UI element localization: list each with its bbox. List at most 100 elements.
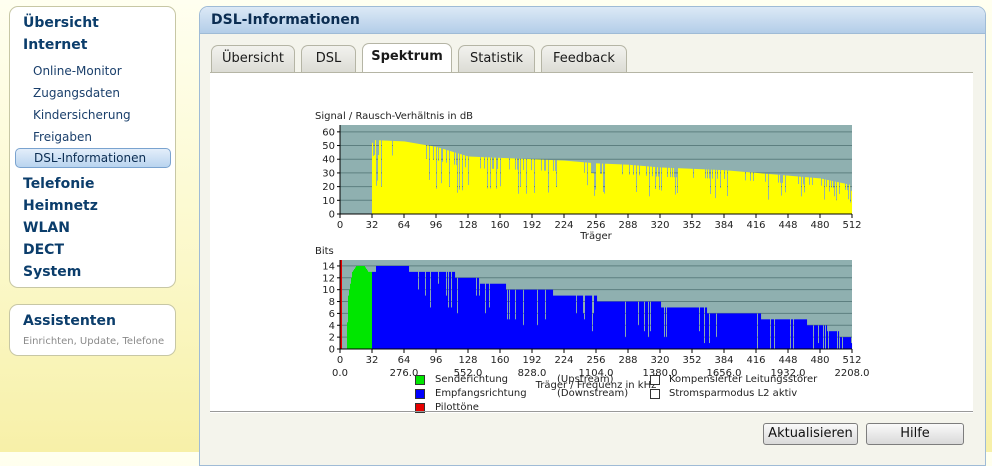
nav-item-telefonie[interactable]: Telefonie [23,176,95,192]
snr-bar [426,158,428,214]
snr-bar [821,185,823,214]
downstream-bar [833,331,835,349]
downstream-bar [583,313,585,349]
snr-bar [845,189,847,214]
x-axis-label: Träger [579,231,612,242]
snr-bar [456,165,458,214]
downstream-bar [570,295,572,349]
snr-bar [557,160,559,214]
snr-bar [839,194,841,214]
legend-label-downstream: Empfangsrichtung [435,388,527,399]
nav-subitem-dsl-informationen[interactable]: DSL-Informationen [15,148,171,168]
downstream-bar [772,319,774,349]
assistants-box[interactable]: Assistenten Einrichten, Update, Telefone [9,304,176,356]
tab-statistik[interactable]: Statistik [458,45,535,72]
nav-item-heimnetz[interactable]: Heimnetz [23,198,98,214]
downstream-bar [668,307,670,349]
snr-bar [846,183,848,214]
downstream-bar [472,277,474,349]
downstream-bar [629,301,631,349]
snr-bar [491,157,493,214]
snr-bar [520,186,522,214]
nav-subitem-freigaben[interactable]: Freigaben [33,130,92,144]
downstream-bar [808,325,810,349]
snr-bar [408,142,410,214]
snr-bar [580,161,582,214]
snr-bar [460,154,462,214]
downstream-bar [422,271,424,349]
snr-bar [513,158,515,214]
nav-item-system[interactable]: System [23,264,82,280]
freq-tick-label: 1656.0 [707,368,742,379]
tab-feedback[interactable]: Feedback [541,45,627,72]
snr-bar [800,176,802,214]
downstream-bar [608,301,610,349]
tab-dsl[interactable]: DSL [301,45,356,72]
downstream-bar [460,277,462,349]
snr-bar [583,162,585,214]
snr-bar [679,168,681,214]
downstream-bar [704,343,706,349]
snr-bar [611,163,613,214]
snr-bar [707,178,709,214]
upstream-bar [357,265,359,349]
refresh-button[interactable]: Aktualisieren [763,423,858,445]
snr-bar [579,161,581,214]
downstream-bar [691,307,693,349]
snr-bar [709,178,711,214]
downstream-bar [850,337,852,349]
snr-bar [789,175,791,214]
page-title: DSL-Informationen [211,12,360,28]
downstream-bar [377,265,379,349]
downstream-bar [630,301,632,349]
tab-spektrum[interactable]: Spektrum [362,43,452,72]
snr-bar [680,168,682,214]
downstream-bar [592,331,594,349]
downstream-bar [605,301,607,349]
upstream-bar [356,265,358,349]
snr-bar [400,141,402,214]
snr-bar [487,188,489,214]
y-tick-label: 12 [322,273,335,284]
upstream-bar [348,295,350,349]
downstream-bar [381,265,383,349]
downstream-bar [677,307,679,349]
snr-bar [631,164,633,214]
nav-item-dect[interactable]: DECT [23,242,65,258]
x-tick-label: 512 [842,220,861,231]
snr-bar [627,164,629,214]
help-button[interactable]: Hilfe [866,423,964,445]
downstream-bar [716,337,718,349]
nav-item-internet[interactable]: Internet [23,37,88,53]
snr-bar [422,144,424,214]
upstream-bar [362,265,364,349]
downstream-bar [749,313,751,349]
downstream-bar [489,307,491,349]
snr-bar [801,196,803,214]
nav-subitem-kindersicherung[interactable]: Kindersicherung [33,108,131,122]
nav-item-overview[interactable]: Übersicht [23,15,99,31]
downstream-bar [441,271,443,349]
downstream-bar [755,313,757,349]
tab-overview[interactable]: Übersicht [211,45,295,72]
downstream-bar [746,313,748,349]
downstream-bar [703,307,705,349]
downstream-bar [557,295,559,349]
snr-bar [430,145,432,214]
nav-item-wlan[interactable]: WLAN [23,220,70,236]
downstream-bar [545,319,547,349]
nav-subitem-online-monitor[interactable]: Online-Monitor [33,64,122,78]
snr-bar [464,155,466,214]
snr-bar [518,193,520,214]
x-tick-label: 320 [650,220,669,231]
downstream-bar [476,295,478,349]
snr-bar [626,164,628,214]
downstream-bar [420,271,422,349]
x-tick-label: 96 [430,355,443,366]
downstream-bar [652,301,654,349]
downstream-bar [541,289,543,349]
downstream-bar [724,313,726,349]
snr-bar [764,173,766,214]
downstream-bar [495,283,497,349]
nav-subitem-zugangsdaten[interactable]: Zugangsdaten [33,86,120,100]
